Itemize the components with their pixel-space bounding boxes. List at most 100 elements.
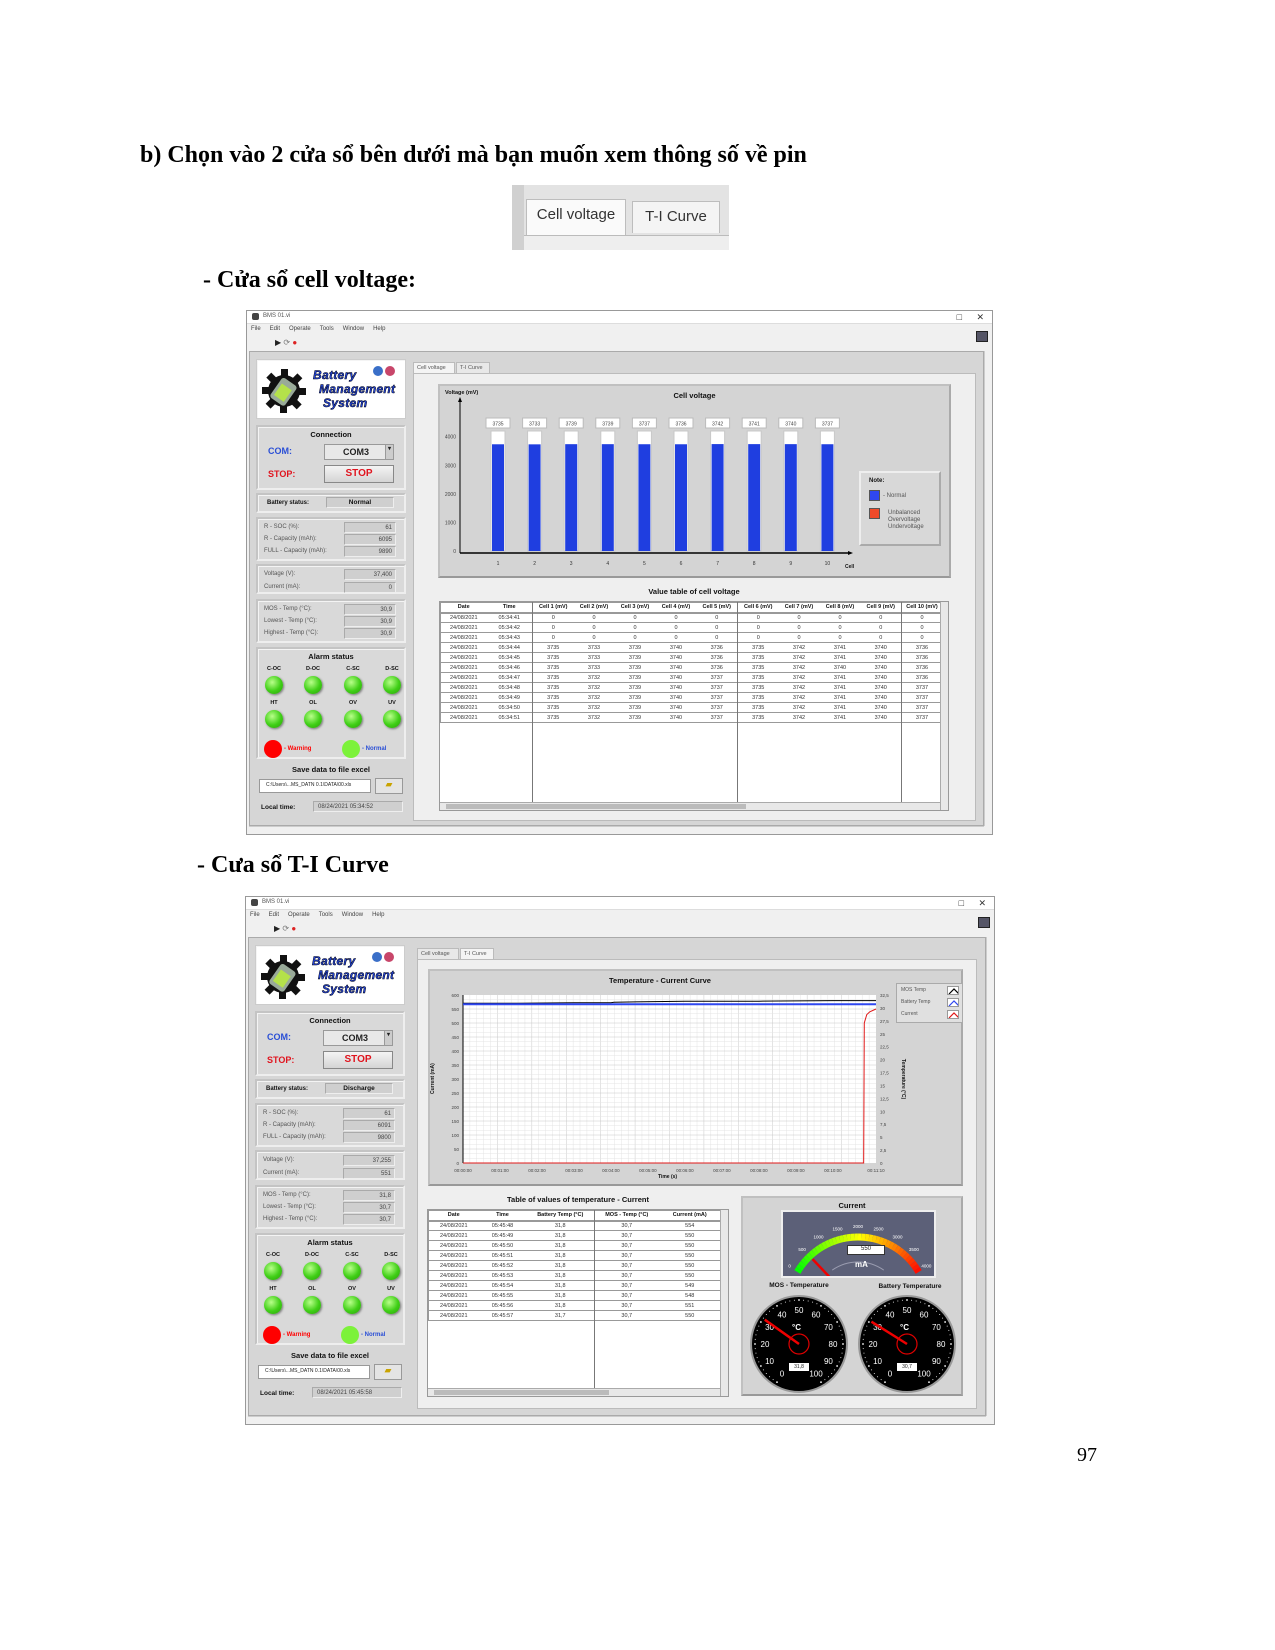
x-tick-label: 00:09:00: [787, 1168, 805, 1173]
horizontal-scrollbar[interactable]: [248, 1416, 986, 1424]
menu-window[interactable]: Window: [341, 912, 364, 918]
tab-ti-curve[interactable]: T-I Curve: [456, 362, 490, 373]
table-vertical-scrollbar[interactable]: [720, 1210, 728, 1396]
run-icon[interactable]: ▶: [275, 338, 282, 347]
close-button[interactable]: ✕: [978, 898, 986, 908]
run-icon[interactable]: ▶: [274, 924, 281, 933]
field-label: Lowest - Temp (°C):: [264, 618, 317, 624]
gauge-color-segment: [828, 1238, 835, 1247]
tab-ti-curve[interactable]: T-I Curve: [632, 201, 720, 233]
save-path-input[interactable]: C:\Users\...MS_DATN 0.1\DATA\00.xls: [258, 1365, 370, 1379]
table-cell: 3732: [573, 682, 615, 693]
menu-operate[interactable]: Operate: [288, 912, 310, 918]
vertical-scrollbar[interactable]: [986, 937, 994, 1416]
maximize-button[interactable]: □: [958, 898, 964, 908]
vertical-scrollbar[interactable]: [984, 351, 992, 826]
legend-line-icon: [947, 1010, 959, 1019]
x-tick-label: 00:11:10: [867, 1168, 885, 1173]
university-logo-icon: [373, 366, 383, 376]
table-row: 24/08/2021 05:45:50 31,8 30,7 550: [428, 1240, 722, 1251]
table-cell: 3732: [573, 672, 615, 683]
menu-file[interactable]: File: [251, 326, 261, 332]
column-header: Cell 7 (mV): [778, 602, 820, 614]
abort-icon[interactable]: ●: [292, 338, 298, 347]
table-cell: 3735: [737, 672, 779, 683]
menu-tools[interactable]: Tools: [319, 326, 334, 332]
gauge-color-segment: [911, 1263, 920, 1271]
menu-help[interactable]: Help: [373, 326, 386, 332]
com-port-select[interactable]: COM3 ▾: [324, 444, 394, 460]
gauge-tick: [950, 1343, 952, 1345]
gauge-hub: [896, 1333, 918, 1355]
gauge-tick-label: 0: [780, 1369, 785, 1378]
table-cell: 3742: [778, 702, 820, 713]
local-time-label: Local time:: [260, 1390, 295, 1397]
tab-ti-curve[interactable]: T-I Curve: [460, 948, 494, 959]
y2-tick-label: 5: [880, 1135, 883, 1140]
legend-swatch-normal: [869, 490, 880, 501]
table-vertical-scrollbar[interactable]: [940, 602, 948, 810]
chart-title: Cell voltage: [673, 391, 716, 400]
table-cell: 3741: [819, 682, 861, 693]
folder-browse-button[interactable]: ▰: [374, 1364, 402, 1380]
alarm-led-ol: [304, 710, 322, 728]
table-cell: 3736: [901, 652, 943, 663]
stop-button[interactable]: STOP: [323, 1051, 393, 1069]
table-cell: 0: [778, 632, 820, 643]
stop-button[interactable]: STOP: [324, 465, 394, 483]
chevron-down-icon[interactable]: ▾: [384, 1031, 392, 1045]
menu-tools[interactable]: Tools: [318, 912, 333, 918]
run-continuous-icon[interactable]: ⟳: [283, 338, 291, 347]
table-cell: 0: [819, 612, 861, 623]
tab-cell-voltage[interactable]: Cell voltage: [413, 362, 455, 373]
logo-text-management: Management: [318, 968, 395, 983]
gauge-tick-label: 0: [788, 1264, 791, 1269]
alarm-led-c-sc: [343, 1262, 361, 1280]
folder-browse-button[interactable]: ▰: [375, 778, 403, 794]
table-cell: 0: [696, 622, 738, 633]
close-button[interactable]: ✕: [976, 312, 984, 322]
table-cell: 24/08/2021: [440, 622, 487, 633]
battery-status-group: Battery status: Normal: [256, 493, 406, 513]
app-icon: [252, 313, 259, 320]
bar-value-box: [631, 417, 657, 429]
table-row: 24/08/2021 05:45:56 31,8 30,7 551: [428, 1300, 722, 1311]
horizontal-scrollbar[interactable]: [249, 826, 984, 834]
tab-cell-voltage[interactable]: Cell voltage: [417, 948, 459, 959]
table-cell: 24/08/2021: [428, 1230, 479, 1241]
alarm-led-d-sc: [382, 1262, 400, 1280]
menu-edit[interactable]: Edit: [268, 912, 280, 918]
com-port-select[interactable]: COM3 ▾: [323, 1030, 393, 1046]
legend-label: Current: [901, 1011, 918, 1017]
maximize-button[interactable]: □: [956, 312, 962, 322]
column-header: Cell 6 (mV): [737, 602, 779, 614]
menu-bar: File Edit Operate Tools Window Help: [251, 326, 394, 332]
local-time-value: 08/24/2021 05:45:58: [312, 1387, 402, 1398]
column-divider: [594, 1210, 595, 1388]
tab-cell-voltage[interactable]: Cell voltage: [526, 199, 626, 235]
column-header: Time: [486, 602, 533, 614]
field-value: 551: [343, 1168, 395, 1179]
menu-operate[interactable]: Operate: [289, 326, 311, 332]
table-row: 24/08/2021 05:34:44 3735 3733 3739 3740 3736 37…: [440, 642, 943, 653]
gauge-tick: [831, 1372, 833, 1374]
menu-edit[interactable]: Edit: [269, 326, 281, 332]
local-time-value: 08/24/2021 05:34:52: [313, 801, 403, 812]
chevron-down-icon[interactable]: ▾: [385, 445, 393, 459]
table-cell: 3735: [737, 692, 779, 703]
field-label: FULL - Capacity (mAh):: [264, 548, 327, 554]
table-cell: 3739: [614, 652, 656, 663]
menu-file[interactable]: File: [250, 912, 260, 918]
menu-window[interactable]: Window: [342, 326, 365, 332]
abort-icon[interactable]: ●: [291, 924, 297, 933]
table-cell: 24/08/2021: [440, 672, 487, 683]
alarm-led-d-oc: [304, 676, 322, 694]
table-cell: 05:34:50: [486, 702, 533, 713]
menu-help[interactable]: Help: [372, 912, 385, 918]
run-continuous-icon[interactable]: ⟳: [282, 924, 290, 933]
save-path-input[interactable]: C:\Users\...MS_DATN 0.1\DATA\00.xls: [259, 779, 371, 793]
alarm-label-ol: OL: [308, 1286, 316, 1292]
table-horizontal-scrollbar[interactable]: [440, 802, 940, 810]
gauge-tick: [873, 1314, 875, 1316]
table-horizontal-scrollbar[interactable]: [428, 1388, 720, 1396]
